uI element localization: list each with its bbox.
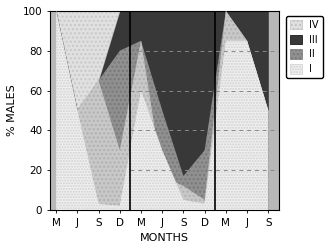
Legend: IV, III, II, I: IV, III, II, I [286,16,323,78]
Y-axis label: % MALES: % MALES [7,84,17,136]
X-axis label: MONTHS: MONTHS [140,233,189,243]
